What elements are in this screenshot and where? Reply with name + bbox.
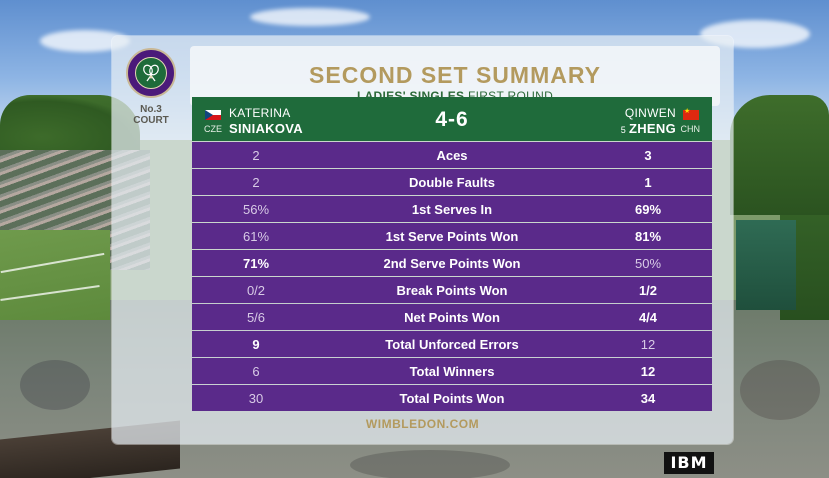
player2-value: 12 — [640, 364, 656, 380]
stat-row: 30 Total Points Won 34 — [192, 385, 712, 411]
stat-label: Total Winners — [409, 364, 495, 380]
player1-value: 5/6 — [246, 310, 266, 326]
player1-value: 61% — [242, 229, 270, 245]
player1-country: CZE — [204, 124, 222, 134]
stat-row: 2 Double Faults 1 — [192, 169, 712, 195]
player1-value: 56% — [242, 202, 270, 218]
stat-label: Total Points Won — [399, 391, 505, 407]
china-flag-icon — [683, 107, 699, 120]
player2-value: 3 — [644, 148, 652, 164]
stat-label: Aces — [436, 148, 468, 164]
crossed-rackets-icon — [143, 64, 159, 82]
stat-row: 0/2 Break Points Won 1/2 — [192, 277, 712, 303]
website-footer: WIMBLEDON.COM — [365, 417, 480, 431]
player2-value: 34 — [640, 391, 656, 407]
player2-country: CHN — [680, 124, 701, 134]
player1-first-name: KATERINA — [229, 106, 291, 120]
ibm-logo: IBM — [664, 452, 714, 474]
building-right — [736, 220, 796, 310]
crowd — [20, 360, 90, 410]
wimbledon-logo-icon — [126, 48, 176, 98]
stat-label: Net Points Won — [404, 310, 500, 326]
crowd — [350, 450, 510, 478]
stat-row: 71% 2nd Serve Points Won 50% — [192, 250, 712, 276]
stat-label: Total Unforced Errors — [385, 337, 519, 353]
player2-last-name: 5 ZHENG — [621, 121, 676, 136]
player2-value: 12 — [640, 337, 656, 353]
player1-value: 6 — [252, 364, 260, 380]
stat-row: 6 Total Winners 12 — [192, 358, 712, 384]
player1-value: 30 — [248, 391, 264, 407]
player1-value: 9 — [252, 337, 260, 353]
stat-label: 1st Serves In — [411, 202, 493, 218]
czech-flag-icon — [205, 110, 221, 120]
player1-value: 0/2 — [246, 283, 266, 299]
stat-label: Double Faults — [409, 175, 495, 191]
player2-value: 1/2 — [638, 283, 658, 299]
stat-row: 61% 1st Serve Points Won 81% — [192, 223, 712, 249]
player2-seed: 5 — [620, 125, 626, 135]
set-summary-panel: No.3 COURT SECOND SET SUMMARY LADIES' SI… — [112, 36, 733, 444]
player2-value: 4/4 — [638, 310, 658, 326]
stat-label: Break Points Won — [396, 283, 508, 299]
stat-label: 2nd Serve Points Won — [383, 256, 521, 272]
stat-label: 1st Serve Points Won — [385, 229, 519, 245]
player2-value: 50% — [634, 256, 662, 272]
player1-value: 2 — [252, 175, 260, 191]
player1-last-name: SINIAKOVA — [229, 121, 303, 136]
court-label: COURT — [133, 115, 169, 126]
crowd — [740, 360, 820, 420]
stat-row: 5/6 Net Points Won 4/4 — [192, 304, 712, 330]
page-title: SECOND SET SUMMARY — [309, 62, 601, 88]
court-badge: No.3 COURT — [125, 48, 177, 126]
title-area: SECOND SET SUMMARY LADIES' SINGLES FIRST… — [190, 46, 720, 106]
player2-first-name: QINWEN — [624, 106, 676, 120]
stat-row: 2 Aces 3 — [192, 142, 712, 168]
court-number: No.3 — [140, 104, 162, 115]
stats-table: CZE KATERINA SINIAKOVA 4-6 QINWEN 5 ZHENG… — [192, 97, 712, 411]
player2-value: 69% — [634, 202, 662, 218]
players-header: CZE KATERINA SINIAKOVA 4-6 QINWEN 5 ZHENG… — [192, 97, 712, 141]
player2-value: 81% — [634, 229, 662, 245]
player2-last-name-text: ZHENG — [629, 121, 676, 136]
grass-court — [0, 230, 110, 320]
stat-rows: 2 Aces 3 2 Double Faults 1 56% 1st Serves In 6… — [192, 142, 712, 411]
trees-right — [730, 95, 829, 215]
cloud — [250, 8, 370, 26]
stat-row: 9 Total Unforced Errors 12 — [192, 331, 712, 357]
stat-row: 56% 1st Serves In 69% — [192, 196, 712, 222]
cloud — [40, 30, 130, 52]
player2-value: 1 — [644, 175, 652, 191]
player1-value: 71% — [242, 256, 270, 272]
player1-value: 2 — [252, 148, 260, 164]
set-score: 4-6 — [435, 108, 469, 131]
